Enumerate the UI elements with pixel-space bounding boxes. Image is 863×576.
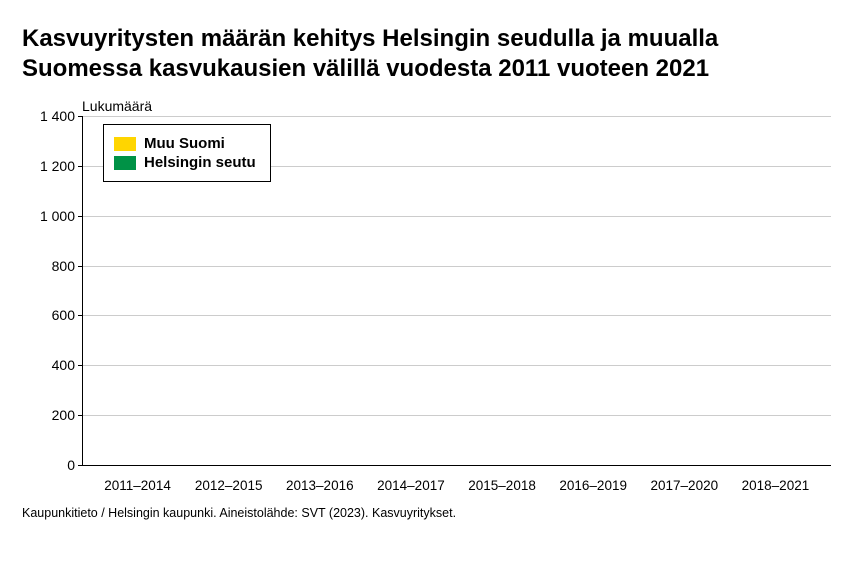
y-tick-label: 200 xyxy=(52,407,83,423)
x-tick-label: 2016–2019 xyxy=(548,472,639,496)
x-tick-label: 2017–2020 xyxy=(639,472,730,496)
bar-slot xyxy=(366,116,457,465)
y-tick-label: 1 200 xyxy=(40,158,83,174)
x-tick-label: 2015–2018 xyxy=(457,472,548,496)
y-tick-label: 400 xyxy=(52,357,83,373)
y-axis-label: Lukumäärä xyxy=(82,98,841,114)
chart-area: Muu Suomi Helsingin seutu 02004006008001… xyxy=(82,116,831,496)
y-tick-label: 1 400 xyxy=(40,108,83,124)
bar-slot xyxy=(548,116,639,465)
plot-area: Muu Suomi Helsingin seutu 02004006008001… xyxy=(82,116,831,466)
gridline xyxy=(83,315,831,316)
y-tick-label: 600 xyxy=(52,307,83,323)
chart-title: Kasvuyritysten määrän kehitys Helsingin … xyxy=(22,24,841,84)
x-tick-label: 2014–2017 xyxy=(365,472,456,496)
legend-item: Helsingin seutu xyxy=(114,154,256,171)
bar-slot xyxy=(457,116,548,465)
y-tick-label: 800 xyxy=(52,258,83,274)
legend-label: Helsingin seutu xyxy=(144,154,256,171)
legend-swatch xyxy=(114,137,136,151)
bar-slot xyxy=(730,116,821,465)
y-tick-label: 0 xyxy=(67,457,83,473)
legend-label: Muu Suomi xyxy=(144,135,225,152)
gridline xyxy=(83,216,831,217)
x-tick-label: 2011–2014 xyxy=(92,472,183,496)
x-tick-label: 2018–2021 xyxy=(730,472,821,496)
legend-item: Muu Suomi xyxy=(114,135,256,152)
x-tick-label: 2013–2016 xyxy=(274,472,365,496)
gridline xyxy=(83,116,831,117)
legend: Muu Suomi Helsingin seutu xyxy=(103,124,271,182)
source-text: Kaupunkitieto / Helsingin kaupunki. Aine… xyxy=(22,506,841,520)
x-labels: 2011–20142012–20152013–20162014–20172015… xyxy=(82,472,831,496)
bar-slot xyxy=(639,116,730,465)
y-tick-label: 1 000 xyxy=(40,208,83,224)
gridline xyxy=(83,365,831,366)
gridline xyxy=(83,415,831,416)
x-tick-label: 2012–2015 xyxy=(183,472,274,496)
legend-swatch xyxy=(114,156,136,170)
bar-slot xyxy=(275,116,366,465)
gridline xyxy=(83,266,831,267)
